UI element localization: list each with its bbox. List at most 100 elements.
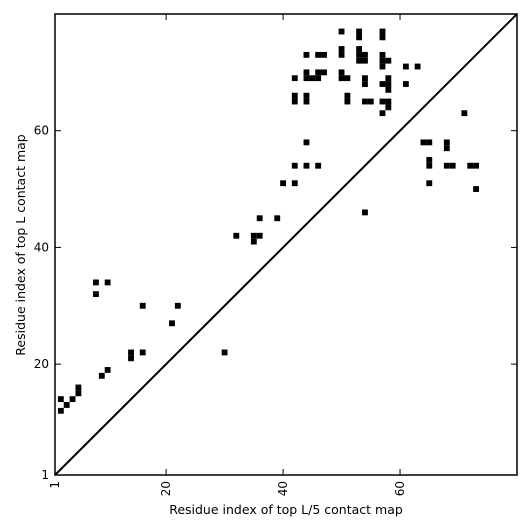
- contact-point: [315, 75, 322, 82]
- contact-point: [356, 28, 363, 35]
- contact-point: [98, 372, 105, 379]
- contact-point: [250, 232, 257, 239]
- contact-point: [443, 162, 450, 169]
- contact-point: [420, 139, 427, 146]
- contact-point: [321, 51, 327, 58]
- contact-point: [256, 215, 263, 222]
- contact-point: [139, 302, 146, 309]
- contact-point: [356, 51, 363, 58]
- contact-point: [309, 75, 316, 82]
- contact-point: [385, 98, 392, 105]
- contact-point: [233, 232, 240, 239]
- contact-point: [274, 215, 281, 222]
- contact-point: [362, 81, 368, 87]
- contact-point: [344, 75, 351, 82]
- contact-point: [128, 349, 134, 356]
- contact-point: [69, 396, 76, 403]
- contact-point: [256, 232, 263, 239]
- contact-point: [104, 279, 111, 286]
- contact-point: [169, 320, 175, 327]
- contact-point: [93, 291, 99, 298]
- contact-point: [362, 75, 368, 82]
- contact-point: [303, 98, 310, 105]
- contact-point: [379, 57, 386, 64]
- contact-point: [344, 92, 351, 99]
- contact-point: [426, 180, 433, 187]
- contact-point: [63, 402, 70, 408]
- contact-point: [461, 110, 468, 117]
- x-tick-label: 40: [276, 481, 290, 496]
- contact-point: [356, 57, 363, 64]
- ticks-layer: 1 20 40 60 1 20 40 60: [34, 14, 517, 496]
- contact-point: [303, 75, 310, 82]
- contact-point: [379, 34, 386, 41]
- contact-point: [93, 279, 99, 286]
- contact-point: [75, 390, 82, 397]
- contact-point: [174, 302, 181, 309]
- y-tick-label: 1: [41, 468, 49, 482]
- contact-point: [291, 92, 298, 99]
- contact-point: [379, 81, 386, 87]
- y-tick-label: 40: [34, 240, 49, 254]
- contact-point: [473, 186, 479, 192]
- contact-point: [344, 98, 351, 105]
- contact-point: [356, 34, 363, 41]
- contact-point: [379, 51, 386, 58]
- contact-point: [303, 51, 310, 58]
- x-axis-label: Residue index of top L/5 contact map: [169, 502, 403, 517]
- contact-point: [426, 156, 433, 163]
- contact-point: [473, 162, 479, 169]
- contact-point: [362, 57, 368, 64]
- contact-point: [443, 139, 450, 146]
- x-tick-label: 20: [159, 481, 173, 496]
- y-tick-label: 60: [34, 124, 49, 138]
- contact-point: [362, 51, 368, 58]
- contact-point: [338, 28, 345, 35]
- contact-point: [338, 46, 345, 52]
- contact-point: [443, 145, 450, 152]
- contact-point: [221, 349, 228, 356]
- diagonal-line: [54, 13, 518, 476]
- contact-point: [356, 46, 363, 52]
- contact-point: [467, 162, 474, 169]
- contact-point: [303, 92, 310, 99]
- contact-point: [362, 209, 368, 216]
- contact-point: [385, 81, 392, 87]
- contact-point: [338, 75, 345, 82]
- plot-frame: [54, 13, 518, 476]
- contact-point: [367, 98, 374, 105]
- contact-point: [414, 63, 421, 70]
- points-layer: [57, 28, 479, 414]
- contact-point: [303, 69, 310, 76]
- contact-point: [315, 162, 322, 169]
- contact-point: [385, 86, 392, 93]
- x-tick-label: 60: [393, 481, 407, 496]
- contact-point: [379, 110, 386, 117]
- y-tick-label: 20: [34, 357, 49, 371]
- contact-point: [128, 355, 134, 362]
- contact-point: [379, 28, 386, 35]
- contact-point: [402, 81, 409, 87]
- contact-point: [291, 162, 298, 169]
- contact-point: [385, 104, 392, 111]
- contact-point: [250, 238, 257, 245]
- y-axis-label: Residue index of top L contact map: [13, 134, 28, 355]
- contact-point: [291, 180, 298, 187]
- contact-point: [104, 367, 111, 373]
- contact-point: [75, 384, 82, 391]
- x-tick-label: 1: [48, 481, 62, 489]
- contact-point: [379, 98, 386, 105]
- contact-point: [362, 98, 368, 105]
- contact-point: [57, 396, 64, 403]
- contact-point: [303, 139, 310, 146]
- contact-point: [280, 180, 286, 187]
- contact-point: [449, 162, 456, 169]
- contact-point: [291, 98, 298, 105]
- contact-point: [338, 51, 345, 58]
- contact-point: [338, 69, 345, 76]
- contact-point: [139, 349, 146, 356]
- contact-point: [315, 51, 322, 58]
- contact-point: [402, 63, 409, 70]
- contact-point: [379, 63, 386, 70]
